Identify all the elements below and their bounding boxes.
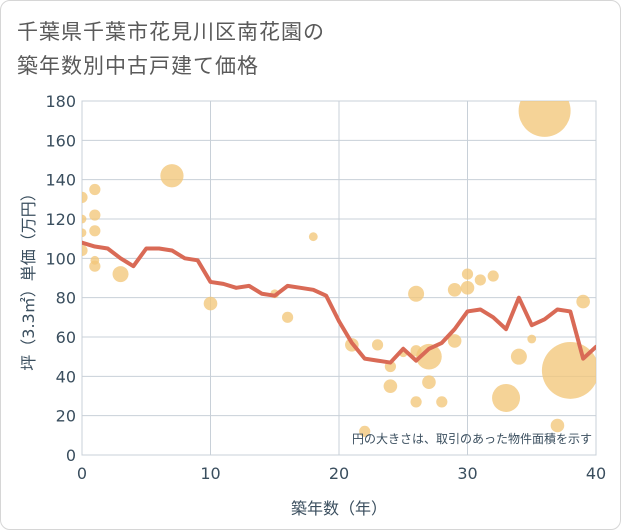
scatter-bubble bbox=[383, 379, 398, 393]
scatter-bubble bbox=[447, 334, 462, 348]
scatter-bubble bbox=[474, 274, 486, 286]
y-tick-label: 180 bbox=[45, 92, 76, 111]
scatter-bubble bbox=[82, 191, 88, 203]
scatter-bubble bbox=[576, 294, 590, 309]
scatter-bubble bbox=[89, 260, 101, 272]
chart-title: 千葉県千葉市花見川区南花園の 築年数別中古戸建て価格 bbox=[17, 15, 325, 83]
scatter-bubble bbox=[359, 425, 371, 437]
scatter-bubble bbox=[89, 209, 101, 221]
x-tick-label: 20 bbox=[329, 464, 349, 483]
scatter-bubble bbox=[487, 270, 499, 282]
scatter-bubble bbox=[112, 266, 129, 283]
scatter-bubble bbox=[422, 375, 436, 390]
bubble-size-note: 円の大きさは、取引のあった物件面積を示す bbox=[352, 431, 592, 446]
scatter-bubble bbox=[461, 268, 474, 280]
scatter-bubble bbox=[89, 183, 101, 196]
scatter-bubble bbox=[492, 383, 521, 412]
y-tick-label: 120 bbox=[45, 210, 76, 229]
y-tick-label: 40 bbox=[56, 367, 76, 386]
scatter-bubble bbox=[510, 348, 527, 365]
y-tick-label: 80 bbox=[56, 289, 76, 308]
scatter-bubble bbox=[160, 164, 184, 188]
scatter-bubble bbox=[308, 232, 318, 242]
y-tick-label: 20 bbox=[56, 407, 76, 426]
scatter-bubble bbox=[527, 334, 537, 344]
scatter-bubble bbox=[282, 311, 294, 323]
scatter-bubble bbox=[447, 283, 462, 297]
x-axis-label: 築年数（年） bbox=[291, 499, 387, 518]
scatter-bubble bbox=[82, 244, 88, 257]
scatter-bubble bbox=[82, 228, 87, 238]
scatter-bubble bbox=[410, 396, 422, 408]
scatter-bubble bbox=[550, 418, 565, 433]
scatter-bubble bbox=[460, 281, 475, 295]
chart-title-line-2: 築年数別中古戸建て価格 bbox=[17, 54, 259, 78]
scatter-bubble bbox=[371, 339, 384, 351]
scatter-bubble bbox=[518, 101, 571, 137]
scatter-bubble bbox=[416, 343, 442, 370]
scatter-bubble bbox=[436, 396, 448, 408]
average-price-line bbox=[82, 240, 596, 365]
y-tick-label: 0 bbox=[66, 446, 76, 465]
chart-title-line-1: 千葉県千葉市花見川区南花園の bbox=[17, 20, 325, 44]
scatter-bubble bbox=[89, 225, 101, 237]
scatter-bubble bbox=[203, 296, 218, 311]
y-tick-label: 140 bbox=[45, 171, 76, 190]
x-tick-label: 10 bbox=[200, 464, 220, 483]
scatter-bubble bbox=[408, 285, 425, 302]
x-tick-label: 30 bbox=[457, 464, 477, 483]
y-tick-label: 100 bbox=[45, 249, 76, 268]
x-tick-label: 0 bbox=[77, 464, 87, 483]
scatter-bubble bbox=[82, 214, 87, 224]
x-tick-label: 40 bbox=[586, 464, 606, 483]
y-tick-label: 60 bbox=[56, 328, 76, 347]
y-axis-label: 坪（3.3㎡）単価（万円） bbox=[19, 185, 38, 370]
y-tick-label: 160 bbox=[45, 131, 76, 150]
